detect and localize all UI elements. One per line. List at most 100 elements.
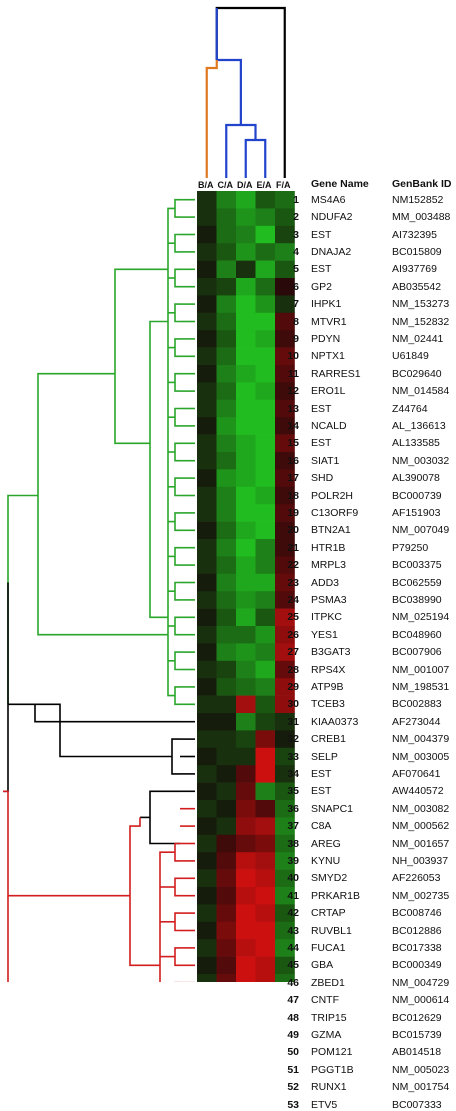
gene-name: GBA: [311, 959, 334, 972]
heatmap-cell: [275, 539, 295, 557]
heatmap-cell: [236, 678, 256, 696]
heatmap-cell: [255, 556, 276, 575]
heatmap-cell: [255, 521, 276, 540]
heatmap-cell: [255, 730, 276, 749]
dendrogram-branch: [174, 512, 180, 532]
heatmap-cell: [275, 330, 295, 348]
dendrogram-branch: [174, 651, 180, 671]
heatmap-cell: [275, 382, 295, 401]
heatmap-cell: [216, 434, 237, 453]
heatmap-cell: [275, 678, 295, 696]
dendrogram-branch: [174, 268, 180, 288]
heatmap-cell: [197, 399, 217, 418]
row-number: 34: [287, 767, 299, 780]
row-number: 38: [287, 837, 299, 850]
heatmap-cell: [216, 365, 237, 383]
heatmap-cell: [275, 260, 295, 279]
heatmap-cell: [275, 365, 295, 383]
dendrogram-branch: [244, 138, 267, 178]
genbank-id: U61849: [392, 350, 429, 363]
dendrogram-branch: [174, 442, 180, 462]
heatmap-cell: [197, 904, 217, 923]
genbank-id: NM_153273: [392, 298, 450, 311]
heatmap-cell: [255, 399, 276, 418]
heatmap-cell: [216, 852, 237, 870]
genbank-id: NM_198531: [392, 680, 450, 693]
gene-name: EST: [311, 402, 332, 415]
heatmap-cell: [216, 521, 237, 540]
heatmap-cell: [216, 869, 237, 888]
heatmap-cell: [275, 191, 295, 209]
dendrogram-branch: [34, 704, 180, 723]
heatmap-cell: [197, 887, 217, 905]
row-number: 30: [287, 698, 299, 711]
heatmap-cell: [236, 747, 256, 766]
row-number: 41: [287, 889, 299, 902]
heatmap-cell: [197, 678, 217, 696]
heatmap-cell: [236, 486, 256, 505]
heatmap-cell: [236, 208, 256, 227]
heatmap-cell: [197, 330, 217, 348]
genbank-id: P79250: [392, 541, 429, 554]
heatmap-cell: [216, 643, 237, 662]
heatmap-cell: [255, 887, 276, 905]
heatmap-cell: [255, 608, 276, 627]
row-number: 12: [287, 385, 299, 398]
heatmap-cell: [275, 747, 295, 766]
genbank-id: NM_025194: [392, 611, 450, 624]
heatmap-cell: [216, 782, 237, 801]
row-number: 43: [287, 924, 299, 937]
heatmap-cell: [197, 591, 217, 609]
gene-name: SIAT1: [311, 454, 340, 467]
row-number: 18: [287, 489, 299, 502]
genbank-id: NM_004729: [392, 976, 450, 989]
heatmap-cell: [255, 225, 276, 244]
heatmap-cell: [255, 208, 276, 227]
gene-name: RUNX1: [311, 1081, 347, 1094]
genbank-id: NM_001657: [392, 837, 450, 850]
heatmap-cell: [197, 260, 217, 279]
genbank-id: BC038990: [392, 593, 442, 606]
row-number: 46: [287, 976, 299, 989]
gene-name: KYNU: [311, 854, 341, 867]
dendrogram-branch: [174, 546, 180, 566]
heatmap-cell: [255, 295, 276, 314]
heatmap-cell: [197, 382, 217, 401]
gene-name: EST: [311, 228, 332, 241]
dendrogram-branch: [174, 477, 180, 497]
heatmap-cell: [275, 312, 295, 331]
heatmap-cell: [216, 626, 237, 644]
heatmap-cell: [197, 417, 217, 435]
gene-name: EST: [311, 437, 332, 450]
heatmap-cell: [275, 434, 295, 453]
dendrogram-branch: [7, 895, 9, 982]
genbank-id: BC012629: [392, 1011, 442, 1024]
dendrogram-branch: [174, 842, 180, 862]
genbank-id: BC000349: [392, 959, 442, 972]
gene-name: ERO1L: [311, 385, 346, 398]
gene-name: CNTF: [311, 994, 339, 1007]
gene-name: CRTAP: [311, 907, 346, 920]
heatmap-cell: [275, 695, 295, 714]
heatmap-cell: [197, 643, 217, 662]
heatmap-cell: [236, 295, 256, 314]
dendrogram-branch: [174, 686, 180, 706]
heatmap-cell: [236, 974, 256, 982]
gene-name: SNAPC1: [311, 802, 354, 815]
heatmap-cell: [236, 765, 256, 783]
dendrogram-branch: [174, 947, 180, 967]
gene-name: PGGT1B: [311, 1063, 354, 1076]
genbank-id: BC002883: [392, 698, 442, 711]
dendrogram-branch: [174, 303, 180, 323]
heatmap-cell: [197, 556, 217, 575]
row-number: 4: [293, 245, 299, 258]
heatmap-cell: [197, 974, 217, 982]
genbank-id: BC007906: [392, 646, 442, 659]
heatmap-cell: [216, 608, 237, 627]
heatmap-svg: [3, 6, 295, 982]
heatmap-cell: [216, 904, 237, 923]
heatmap-cell: [275, 347, 295, 366]
heatmap-cell: [275, 869, 295, 888]
heatmap-cell: [236, 434, 256, 453]
heatmap-cell: [197, 956, 217, 975]
